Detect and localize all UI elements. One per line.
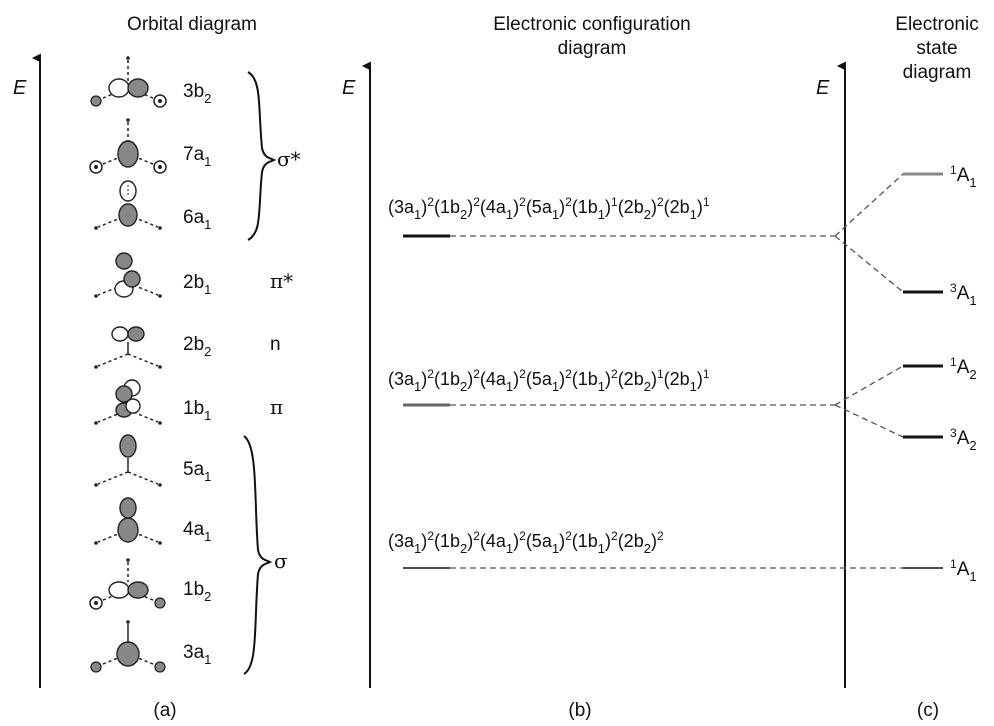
split-to-3A2	[834, 404, 904, 438]
orbital-pictogram-5a1	[94, 434, 162, 487]
orbital-pictogram-2b1	[94, 252, 162, 298]
state-label: 3A1	[950, 281, 977, 308]
panel-a-axis-label: E	[13, 77, 27, 99]
orbital-labels: 3b2 7a1 6a1 2b1 2b2 1b1 5a1 4a1 1b2 3a1	[183, 81, 211, 667]
panel-a-caption: (a)	[153, 700, 176, 721]
split-to-3A1	[834, 235, 904, 293]
panel-b-title-line2: diagram	[558, 38, 627, 59]
pi-label: π	[270, 395, 283, 419]
orbital-pictogram-6a1	[94, 180, 162, 230]
split-to-1A1-upper	[834, 173, 904, 237]
orbital-pictogram-4a1	[94, 497, 162, 545]
panel-a-title: Orbital diagram	[127, 14, 257, 35]
panel-c-title-line1: Electronic	[895, 14, 978, 35]
orbital-pictogram-7a1	[89, 118, 167, 174]
orbital-label: 2b1	[183, 272, 211, 297]
sigma-star-brace	[247, 71, 277, 241]
orbital-label: 2b2	[183, 334, 211, 359]
orbital-label: 3a1	[183, 642, 211, 667]
configuration-3: (3a1)2​(1b2)2​(4a1)2​(5a1)2​(1b1)2​(2b2)…	[388, 529, 664, 556]
orbital-label: 3b2	[183, 81, 211, 106]
orbital-label: 6a1	[183, 207, 211, 232]
panel-b-caption: (b)	[568, 700, 591, 721]
panel-c-caption: (c)	[917, 700, 939, 721]
configuration-2: (3a1)2​(1b2)2​(4a1)2​(5a1)2​(1b1)2​(2b2)…	[388, 367, 710, 394]
state-label: 1A2	[950, 355, 977, 382]
orbital-label: 7a1	[183, 144, 211, 169]
state-label: 3A2	[950, 426, 977, 453]
orbital-pictograms	[89, 56, 167, 673]
orbital-pictogram-1b1	[94, 379, 162, 425]
panel-b-title-line1: Electronic configuration	[493, 14, 691, 35]
panel-b-axis-label: E	[342, 77, 356, 99]
pi-star-label: π*	[270, 269, 293, 293]
sigma-label: σ	[274, 549, 288, 573]
orbital-label: 1b2	[183, 579, 211, 604]
sigma-brace	[243, 435, 273, 675]
sigma-star-label: σ*	[277, 147, 301, 171]
panel-c-axis-label: E	[816, 77, 830, 99]
panel-c-title-line2: state	[916, 38, 957, 59]
orbital-label: 1b1	[183, 398, 211, 423]
orbital-pictogram-3b2	[90, 56, 167, 108]
state-labels: 1A1 3A1 1A2 3A2 1A1	[950, 163, 977, 584]
orbital-pictogram-3a1	[90, 620, 166, 673]
split-to-1A2	[834, 365, 904, 406]
orbital-pictogram-2b2	[94, 326, 162, 369]
orbital-pictogram-1b2	[89, 558, 166, 610]
panel-c-title-line3: diagram	[903, 62, 972, 83]
orbital-label: 4a1	[183, 519, 211, 544]
n-label: n	[270, 334, 281, 355]
orbital-label: 5a1	[183, 459, 211, 484]
state-label: 1A1	[950, 557, 977, 584]
configuration-1: (3a1)2​(1b2)2​(4a1)2​(5a1)2​(1b1)1​(2b2)…	[388, 195, 710, 222]
state-label: 1A1	[950, 163, 977, 190]
